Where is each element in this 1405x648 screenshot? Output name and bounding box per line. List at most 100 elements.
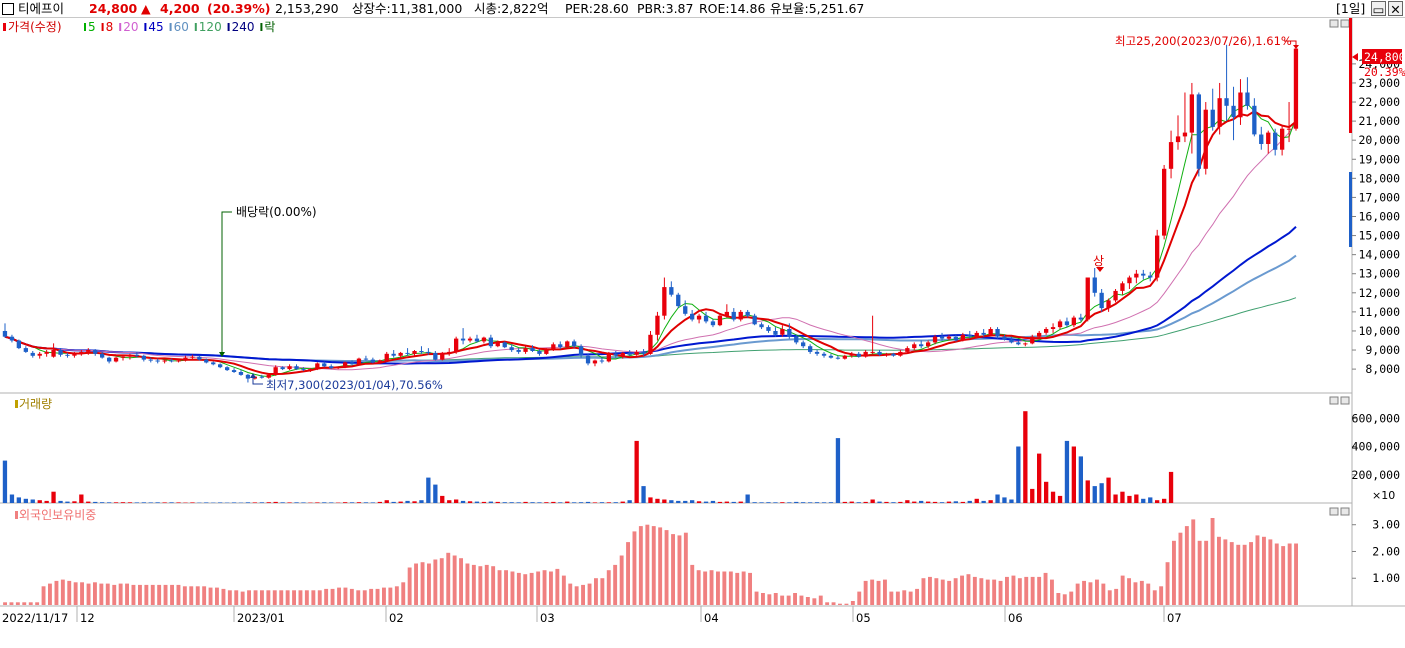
candle[interactable] (787, 323, 792, 339)
candle[interactable] (572, 339, 577, 349)
candle[interactable] (801, 340, 806, 349)
candle[interactable] (1078, 313, 1083, 322)
candle[interactable] (1203, 102, 1208, 175)
candle[interactable] (37, 351, 42, 359)
minimize-icon[interactable] (1329, 396, 1339, 405)
candle[interactable] (1044, 327, 1049, 335)
stock-name[interactable]: 티에프이 (18, 1, 65, 16)
candle[interactable] (141, 354, 146, 362)
candle[interactable] (794, 334, 799, 345)
candle[interactable] (273, 365, 278, 376)
candle[interactable] (599, 357, 605, 364)
candle[interactable] (190, 354, 195, 360)
maximize-icon[interactable] (1340, 19, 1350, 28)
candle[interactable] (1189, 82, 1194, 154)
candle[interactable] (266, 373, 271, 379)
candle[interactable] (627, 350, 632, 356)
candle[interactable] (460, 328, 466, 345)
candle[interactable] (877, 350, 882, 356)
candle[interactable] (509, 344, 514, 352)
candle[interactable] (197, 355, 202, 361)
candle[interactable] (329, 364, 334, 370)
candle[interactable] (1245, 77, 1250, 110)
candle[interactable] (676, 292, 681, 309)
candle[interactable] (370, 357, 375, 364)
maximize-icon[interactable] (1340, 507, 1350, 516)
select-checkbox[interactable] (2, 3, 14, 15)
candle[interactable] (634, 350, 639, 356)
candle[interactable] (474, 334, 480, 343)
candle[interactable] (148, 357, 153, 363)
candle[interactable] (23, 346, 28, 353)
candle[interactable] (467, 336, 473, 343)
stock-chart[interactable]: 가격(수정) 5 8 20 45 60 120 240 락 거래량 외국인보유비중 8,000… (0, 18, 1405, 648)
candle[interactable] (218, 363, 223, 369)
candle[interactable] (231, 368, 237, 373)
candle[interactable] (1259, 126, 1264, 150)
close-icon[interactable]: ✕ (1388, 1, 1403, 17)
candle[interactable] (863, 350, 868, 358)
candle[interactable] (710, 319, 716, 328)
candle[interactable] (440, 351, 445, 361)
candle[interactable] (9, 334, 15, 343)
candle[interactable] (356, 357, 362, 366)
candle[interactable] (1085, 277, 1090, 322)
candle[interactable] (1286, 102, 1292, 143)
candle[interactable] (1155, 229, 1160, 282)
candle[interactable] (696, 313, 702, 324)
candle[interactable] (946, 334, 952, 341)
candle[interactable] (766, 325, 771, 333)
candle[interactable] (287, 364, 292, 371)
candle[interactable] (120, 355, 126, 361)
candle[interactable] (51, 343, 56, 358)
candle[interactable] (162, 359, 167, 364)
candle[interactable] (613, 350, 618, 358)
candle[interactable] (919, 340, 924, 349)
candle[interactable] (606, 351, 611, 363)
candle[interactable] (176, 359, 181, 363)
candle[interactable] (544, 348, 549, 355)
candle[interactable] (669, 281, 674, 297)
candle[interactable] (731, 308, 736, 322)
candle[interactable] (905, 346, 910, 354)
candle[interactable] (537, 349, 542, 356)
candle[interactable] (1092, 268, 1097, 297)
maximize-icon[interactable] (1340, 396, 1350, 405)
candle[interactable] (107, 356, 112, 364)
candle[interactable] (1293, 40, 1299, 131)
minimize-icon[interactable] (1329, 19, 1339, 28)
candle[interactable] (828, 353, 834, 359)
candle[interactable] (238, 370, 244, 376)
candle[interactable] (1050, 323, 1056, 333)
candle[interactable] (703, 311, 709, 324)
candle[interactable] (204, 358, 209, 364)
candle[interactable] (585, 353, 591, 366)
candle[interactable] (1266, 130, 1271, 154)
candle[interactable] (294, 364, 299, 371)
candle[interactable] (898, 350, 903, 357)
candle[interactable] (1106, 298, 1111, 312)
candle[interactable] (384, 351, 389, 362)
candle[interactable] (523, 346, 528, 354)
candle[interactable] (932, 334, 938, 345)
candle[interactable] (412, 350, 417, 356)
candle[interactable] (1113, 288, 1118, 303)
candle[interactable] (592, 359, 598, 367)
candle[interactable] (93, 349, 98, 356)
candle[interactable] (648, 330, 653, 355)
candle[interactable] (1231, 86, 1236, 141)
candle[interactable] (960, 332, 965, 342)
candle[interactable] (516, 348, 521, 354)
candle[interactable] (912, 342, 917, 351)
candle[interactable] (759, 322, 764, 330)
candle[interactable] (1252, 98, 1257, 137)
candle[interactable] (1148, 271, 1153, 282)
candle[interactable] (1120, 281, 1125, 295)
candle[interactable] (1162, 164, 1167, 240)
candle[interactable] (127, 353, 133, 360)
candle[interactable] (1127, 275, 1132, 289)
candle[interactable] (974, 330, 979, 339)
candle[interactable] (717, 313, 723, 327)
candle[interactable] (1099, 288, 1104, 312)
candle[interactable] (842, 354, 847, 360)
